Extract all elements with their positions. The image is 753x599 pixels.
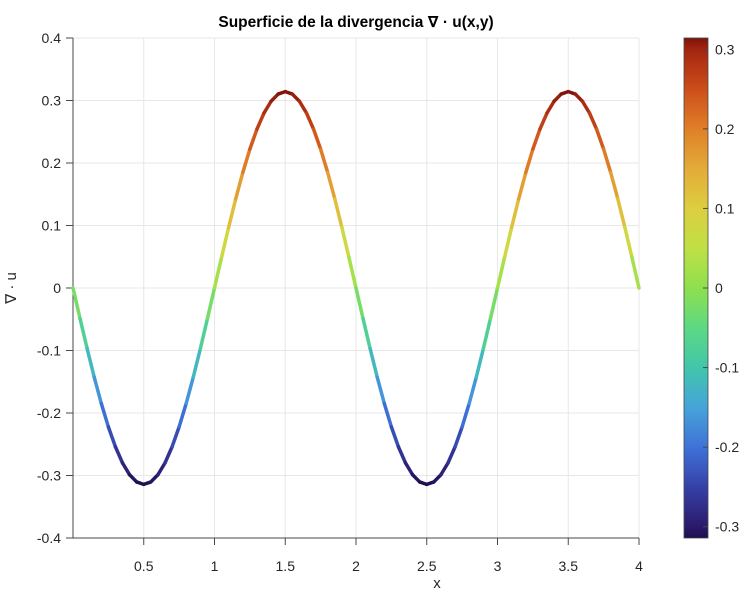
curve-segment xyxy=(396,445,408,465)
curve-segment xyxy=(219,225,231,260)
curve-segment xyxy=(474,346,486,379)
curve-segment xyxy=(318,147,330,175)
curve-segment xyxy=(163,445,174,465)
curve-segment xyxy=(361,316,372,351)
y-tick-label: -0.4 xyxy=(37,530,61,546)
axes xyxy=(66,37,640,545)
colorbar-tick-label: -0.1 xyxy=(715,360,739,376)
curve-segment xyxy=(78,316,89,351)
y-tick-label: 0.4 xyxy=(42,30,62,46)
curve-segment xyxy=(92,375,104,406)
y-tick-label: 0.2 xyxy=(42,155,62,171)
x-axis-label: x xyxy=(433,575,441,592)
curve-segment xyxy=(106,425,118,449)
curve-segment xyxy=(325,170,337,201)
y-tick-label: -0.3 xyxy=(37,468,61,484)
curve-segment xyxy=(460,401,471,429)
curve-segment xyxy=(538,111,549,131)
curve-segment xyxy=(297,99,309,115)
y-axis-label: ∇ · u xyxy=(3,272,20,305)
curve-segment xyxy=(495,255,507,290)
tick-labels: -0.4 -0.3 -0.2 -0.1 0 0.1 0.2 0.3 0.4 0.5 1 1.5 2 2.5… xyxy=(37,30,643,574)
x-tick-label: 3.5 xyxy=(559,558,579,574)
x-tick-label: 1.5 xyxy=(276,558,296,574)
curve-segment xyxy=(311,127,323,151)
curve-segment xyxy=(113,445,125,465)
curve-segment xyxy=(382,401,394,429)
curve-segment xyxy=(241,147,252,175)
y-tick-label: 0.1 xyxy=(42,218,62,234)
curve-segment xyxy=(177,401,188,429)
y-tick-label: -0.1 xyxy=(37,343,61,359)
curve-segment xyxy=(623,225,634,260)
curve-segment xyxy=(205,286,217,321)
curve-segment xyxy=(354,286,365,321)
colorbar-tick-label: -0.3 xyxy=(715,519,739,535)
curve-segment xyxy=(85,346,96,379)
curve-segment xyxy=(481,316,493,351)
divergence-curve xyxy=(71,89,641,487)
curve-segment xyxy=(608,170,620,201)
curve-segment xyxy=(403,461,415,477)
curve-segment xyxy=(212,255,224,290)
colorbar-tick-label: 0.1 xyxy=(715,200,735,216)
curve-segment xyxy=(333,197,344,230)
y-tick-label: 0.3 xyxy=(42,93,62,109)
curve-segment xyxy=(580,99,592,115)
colorbar-tick-label: 0.3 xyxy=(715,41,735,57)
curve-segment xyxy=(531,127,542,151)
curve-segment xyxy=(198,316,210,351)
curve-segment xyxy=(120,461,132,477)
x-tick-label: 2.5 xyxy=(417,558,437,574)
curve-segment xyxy=(453,425,464,449)
generated-plot-layers: -0.4 -0.3 -0.2 -0.1 0 0.1 0.2 0.3 0.4 0.5 1 1.5 2 2.5… xyxy=(37,30,739,574)
x-tick-label: 3 xyxy=(494,558,502,574)
curve-segment xyxy=(156,461,167,477)
curve-segment xyxy=(587,111,599,131)
curve-segment xyxy=(347,255,358,290)
chart-title: Superficie de la divergencia ∇ · u(x,y) xyxy=(218,14,493,31)
x-tick-label: 0.5 xyxy=(134,558,154,574)
x-tick-label: 4 xyxy=(635,558,643,574)
y-tick-label: -0.2 xyxy=(37,405,61,421)
curve-segment xyxy=(509,197,521,230)
curve-segment xyxy=(467,375,479,406)
curve-segment xyxy=(226,197,238,230)
curve-segment xyxy=(375,375,387,406)
curve-segment xyxy=(524,147,535,175)
curve-segment xyxy=(594,127,606,151)
curve-segment xyxy=(340,225,351,260)
colorbar-tick-label: -0.2 xyxy=(715,439,739,455)
curve-segment xyxy=(255,111,266,131)
curve-segment xyxy=(191,346,203,379)
curve-segment xyxy=(248,127,259,151)
curve-segment xyxy=(99,401,111,429)
y-tick-label: 0 xyxy=(53,280,61,296)
x-tick-label: 2 xyxy=(352,558,360,574)
curve-segment xyxy=(601,147,613,175)
colorbar-ticks: -0.3 -0.2 -0.1 0 0.1 0.2 0.3 xyxy=(703,41,739,535)
curve-segment xyxy=(389,425,401,449)
curve-segment xyxy=(439,461,450,477)
curve-segment xyxy=(545,99,556,115)
curve-segment xyxy=(502,225,514,260)
curve-segment xyxy=(368,346,379,379)
curve-segment xyxy=(71,286,82,321)
curve-segment xyxy=(630,255,641,290)
curve-segment xyxy=(233,170,245,201)
curve-segment xyxy=(262,99,273,115)
curve-segment xyxy=(304,111,316,131)
x-tick-label: 1 xyxy=(211,558,219,574)
curve-segment xyxy=(488,286,500,321)
curve-segment xyxy=(616,197,627,230)
curve-segment xyxy=(184,375,196,406)
colorbar-tick-label: 0 xyxy=(715,280,723,296)
colorbar-tick-label: 0.2 xyxy=(715,121,735,137)
curve-segment xyxy=(446,445,457,465)
curve-segment xyxy=(170,425,181,449)
curve-segment xyxy=(516,170,528,201)
